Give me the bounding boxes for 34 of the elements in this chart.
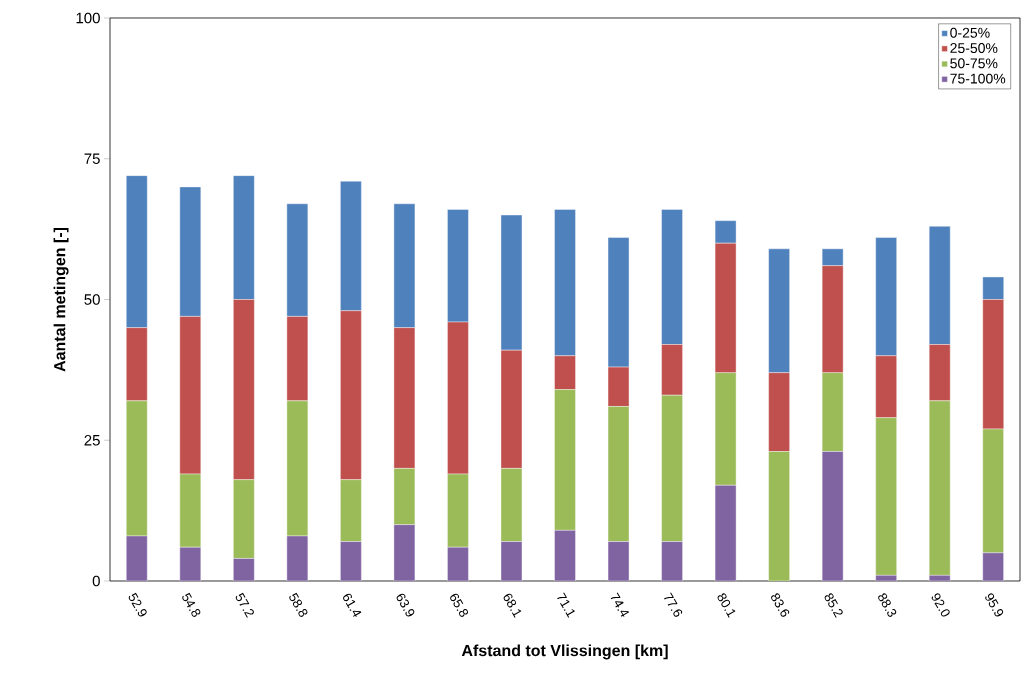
y-axis-title: Aantal metingen [-] [53,227,69,372]
x-axis-title: Afstand tot Vlissingen [km] [461,644,668,660]
bar [447,473,469,548]
bar [929,400,951,576]
legend-label: 50-75% [950,58,998,69]
bar [233,479,255,559]
y-tick-label: 0 [92,575,100,587]
bar [607,406,630,542]
bar [286,400,309,537]
bar [661,395,683,542]
bar [875,417,897,576]
bar [340,541,362,581]
legend-label: 0-25% [950,27,990,38]
bar [554,530,576,581]
bar [126,535,148,581]
bar [179,473,201,548]
bar [554,389,576,531]
bar [126,400,148,537]
y-tick-label: 50 [84,294,100,305]
y-tick-label: 25 [84,434,100,446]
bar [982,552,1004,581]
bar [661,541,683,581]
legend-label: 25-50% [950,43,998,54]
bar [179,547,201,581]
bar [768,451,790,581]
bar [340,479,362,542]
bar [821,451,844,581]
bar [447,547,469,581]
legend-label: 75-100% [950,73,1006,84]
bar [714,372,737,486]
y-tick-label: 75 [84,153,100,164]
y-tick-label: 100 [76,12,100,24]
bar [982,428,1004,554]
bar [821,372,844,452]
